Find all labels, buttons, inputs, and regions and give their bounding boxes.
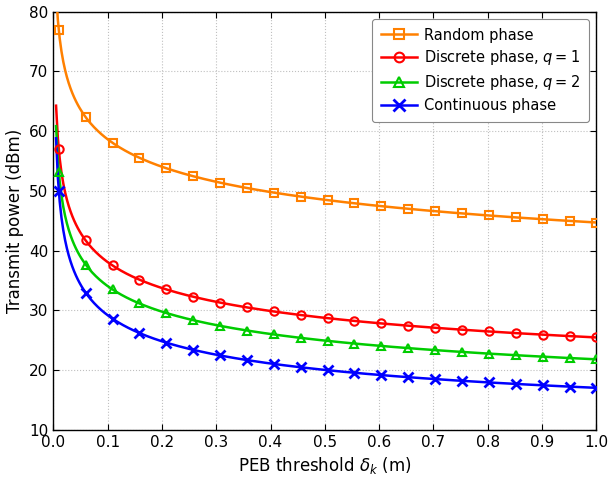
Y-axis label: Transmit power (dBm): Transmit power (dBm) (6, 129, 23, 313)
Legend: Random phase, Discrete phase, $q = 1$, Discrete phase, $q = 2$, Continuous phase: Random phase, Discrete phase, $q = 1$, D… (372, 19, 589, 122)
X-axis label: PEB threshold $\delta_k$ (m): PEB threshold $\delta_k$ (m) (238, 455, 411, 476)
